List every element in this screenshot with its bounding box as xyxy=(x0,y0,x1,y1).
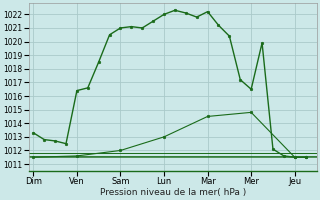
X-axis label: Pression niveau de la mer( hPa ): Pression niveau de la mer( hPa ) xyxy=(100,188,246,197)
